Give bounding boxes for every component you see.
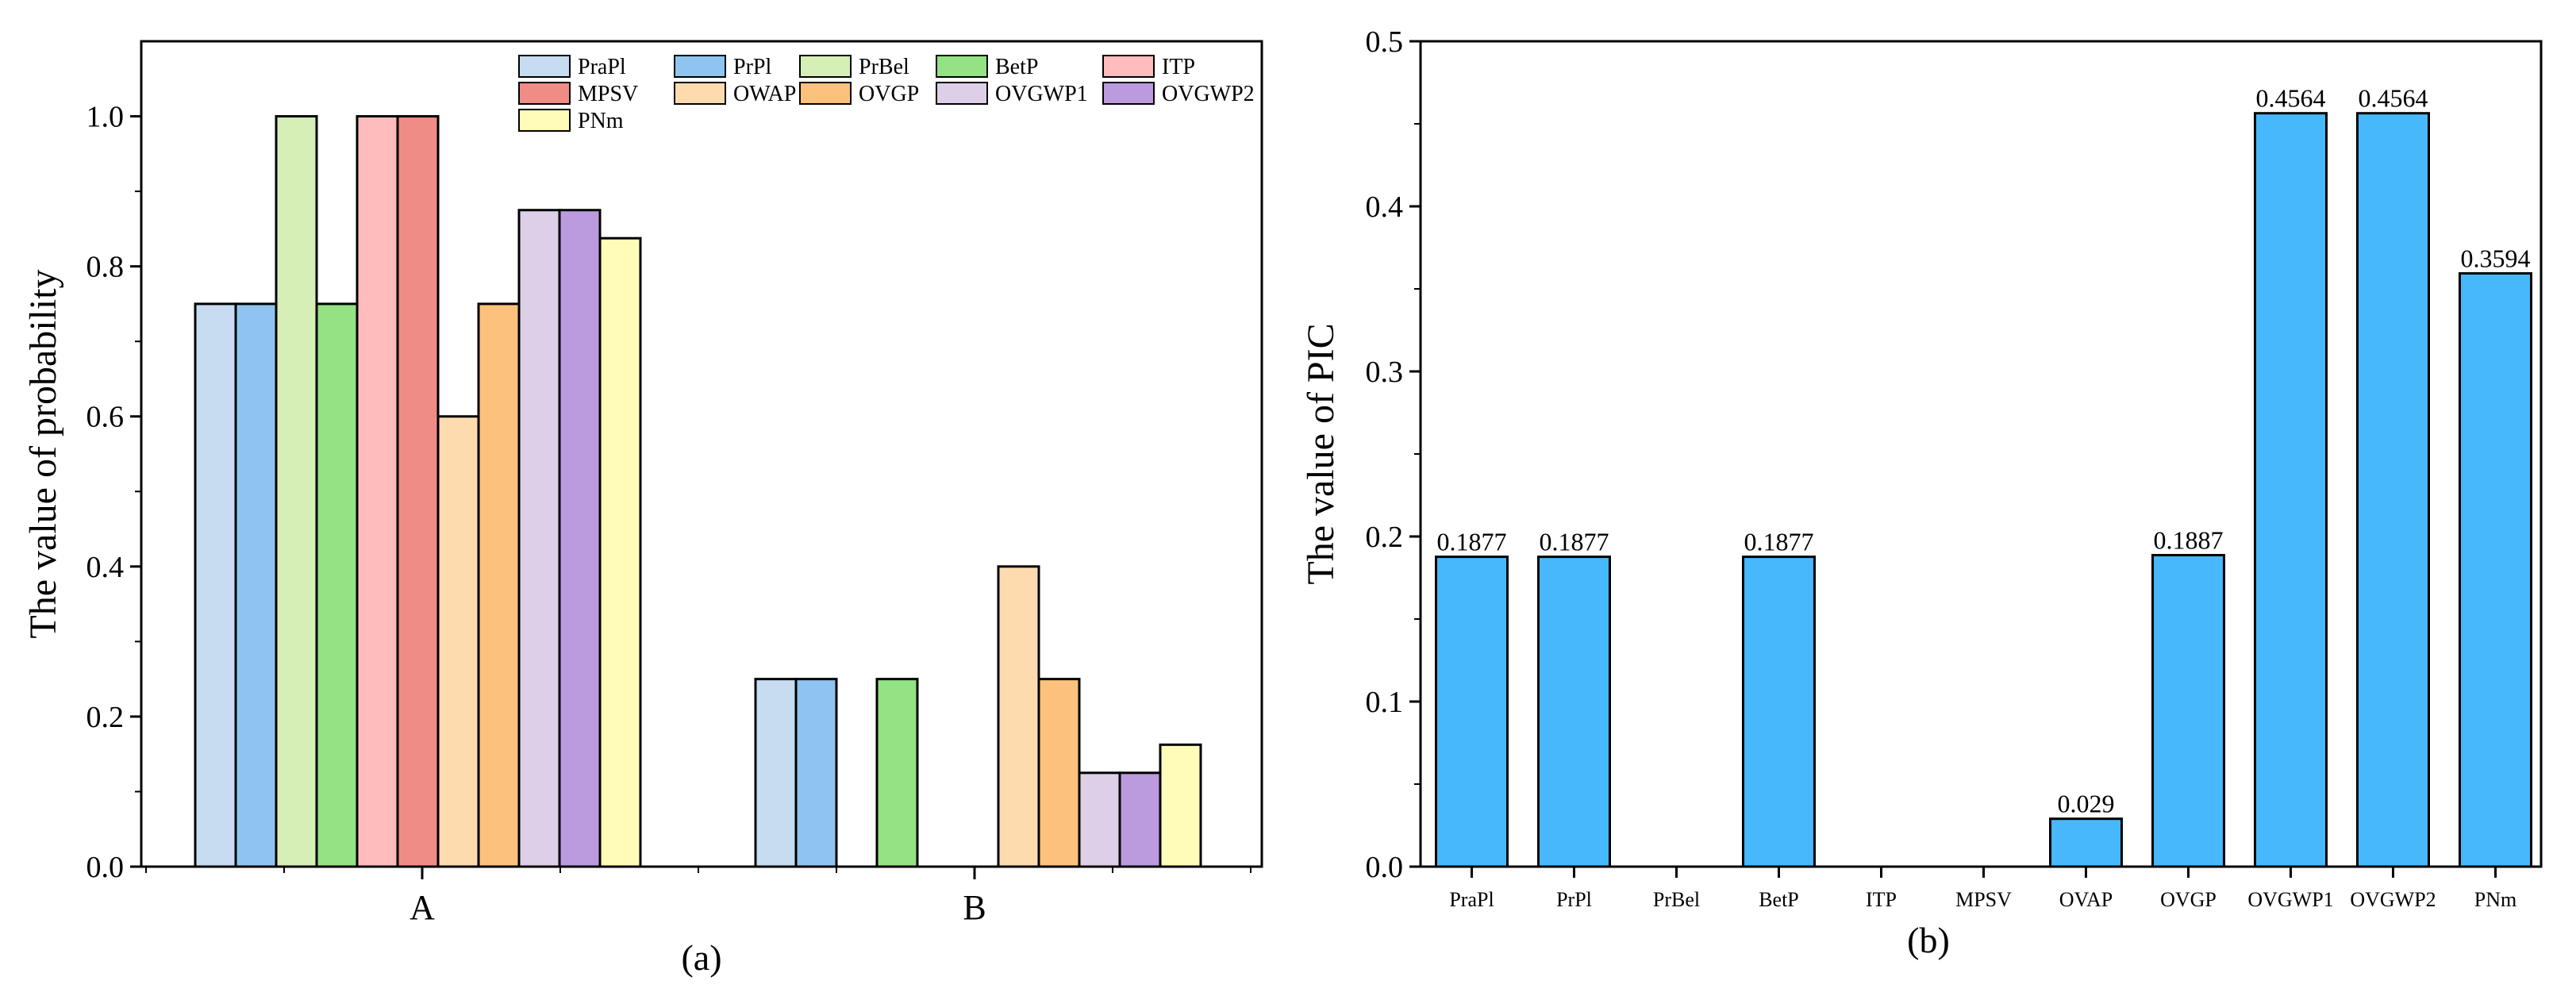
x-tick-label-b: B [963,888,986,927]
x-tick-label-ovap: OVAP [2059,888,2113,911]
bar-ovgp-b [1037,678,1081,868]
legend-label-prapl: PraPl [578,55,626,79]
x-tick-label-prpl: PrPl [1556,888,1592,911]
bar-ovgwp2 [2356,112,2430,868]
data-label-pnm: 0.3594 [2461,244,2531,272]
bar-itp-a [356,115,399,868]
panel-b-y-axis: 0.0 0.1 0.2 0.3 0.4 0.5 [1366,25,1421,884]
legend-label-owap: OWAP [733,82,796,106]
y-tick-label: 0.3 [1366,356,1404,389]
legend-swatch-mpsv [518,82,571,105]
panel-b: 0.0 0.1 0.2 0.3 0.4 0.5 PraPl PrPl PrBel BetP ITP… [1300,25,2543,960]
bar-prbel-a [275,115,318,868]
legend-swatch-betp [936,55,988,78]
legend-label-itp: ITP [1162,55,1195,79]
panel-a-y-label: The value of probability [22,269,64,638]
bar-pnm-b [1159,743,1202,868]
x-tick-label-ovgwp2: OVGWP2 [2350,888,2436,911]
bar-ovgp-a [477,302,521,868]
x-tick-label-mpsv: MPSV [1955,888,2012,911]
legend-swatch-ovgwp1 [936,82,988,105]
panel-b-bars [1435,112,2532,868]
legend-label-betp: BetP [995,55,1038,79]
panel-a-frame [140,40,1263,868]
panel-a-bars [194,115,1202,868]
bar-prapl-a [194,302,237,868]
panel-a-legend: PraPl PrPl PrBel BetP ITP MPSV OWAP OVGP OVGWP1 O… [518,55,1255,133]
y-tick-label: 0.2 [87,701,125,734]
legend-swatch-ovgp [799,82,852,105]
legend-swatch-pnm [518,109,571,132]
data-label-ovgp: 0.1887 [2154,526,2224,555]
data-label-betp: 0.1877 [1744,528,1814,556]
legend-swatch-itp [1102,55,1155,78]
legend-label-ovgwp1: OVGWP1 [995,82,1088,106]
bar-prpl-b [794,678,838,868]
bar-prapl [1435,556,1509,868]
panel-a-caption: (a) [681,937,721,978]
bar-ovgwp2-a [558,209,602,868]
panel-b-y-label: The value of PIC [1300,323,1342,584]
bar-ovgwp1-a [517,209,561,868]
bar-pnm [2459,271,2532,868]
legend-label-mpsv: MPSV [578,82,638,106]
bar-ovgwp1 [2254,112,2328,868]
y-tick-label: 0.4 [1366,190,1404,224]
bar-pnm-a [598,237,642,868]
x-tick-label-itp: ITP [1866,888,1897,911]
data-label-ovap: 0.029 [2058,790,2115,818]
bar-prpl-a [234,302,278,868]
y-tick-label: 0.8 [87,251,125,284]
x-tick-label-ovgwp1: OVGWP1 [2247,888,2333,911]
data-label-prapl: 0.1877 [1437,528,1507,556]
y-tick-label: 1.0 [87,101,125,134]
legend-label-ovgp: OVGP [859,82,919,106]
bar-ovgwp1-b [1078,771,1121,868]
bar-betp-a [315,302,359,868]
bar-mpsv-a [396,115,440,868]
data-label-prpl: 0.1877 [1540,528,1609,556]
bar-owap-a [436,415,480,868]
bar-prapl-b [754,678,798,868]
legend-label-prpl: PrPl [733,55,771,79]
legend-swatch-prpl [674,55,726,78]
bar-ovap [2049,817,2123,868]
bar-ovgwp2-b [1118,771,1162,868]
x-tick-label-betp: BetP [1759,888,1799,911]
data-label-ovgwp2: 0.4564 [2359,84,2428,113]
panel-a-y-axis: 0.0 0.2 0.4 0.6 0.8 1.0 [87,101,141,884]
x-tick-label-prapl: PraPl [1449,888,1494,911]
panel-b-x-axis: PraPl PrPl PrBel BetP ITP MPSV OVAP OVGP OVGWP1 O… [1449,867,2516,911]
legend-label-pnm: PNm [578,109,624,133]
legend-label-prbel: PrBel [859,55,909,79]
panel-b-caption: (b) [1907,920,1950,960]
legend-label-ovgwp2: OVGWP2 [1162,82,1255,106]
legend-swatch-owap [674,82,726,105]
y-tick-label: 0.2 [1366,521,1404,554]
y-tick-label: 0.5 [1366,25,1404,59]
bar-ovgp [2151,554,2225,868]
y-tick-label: 0.1 [1366,686,1404,719]
panel-b-data-labels: 0.1877 0.1877 0.1877 0.029 0.1887 0.4564 0.456… [1437,84,2531,818]
bar-prpl [1537,556,1611,868]
legend-swatch-prbel [799,55,852,78]
legend-swatch-prapl [518,55,571,78]
x-tick-label-ovgp: OVGP [2160,888,2217,911]
y-tick-label: 0.6 [87,401,125,434]
data-label-ovgwp1: 0.4564 [2256,84,2326,113]
x-tick-label-pnm: PNm [2474,888,2516,911]
y-tick-label: 0.0 [87,851,125,884]
y-tick-label: 0.0 [1366,851,1404,884]
legend-swatch-ovgwp2 [1102,82,1155,105]
x-tick-label-a: A [409,888,435,927]
x-tick-label-prbel: PrBel [1653,888,1700,911]
y-tick-label: 0.4 [87,551,125,584]
bar-betp-b [875,678,919,868]
bar-owap-b [997,565,1040,868]
bar-betp [1742,556,1816,868]
